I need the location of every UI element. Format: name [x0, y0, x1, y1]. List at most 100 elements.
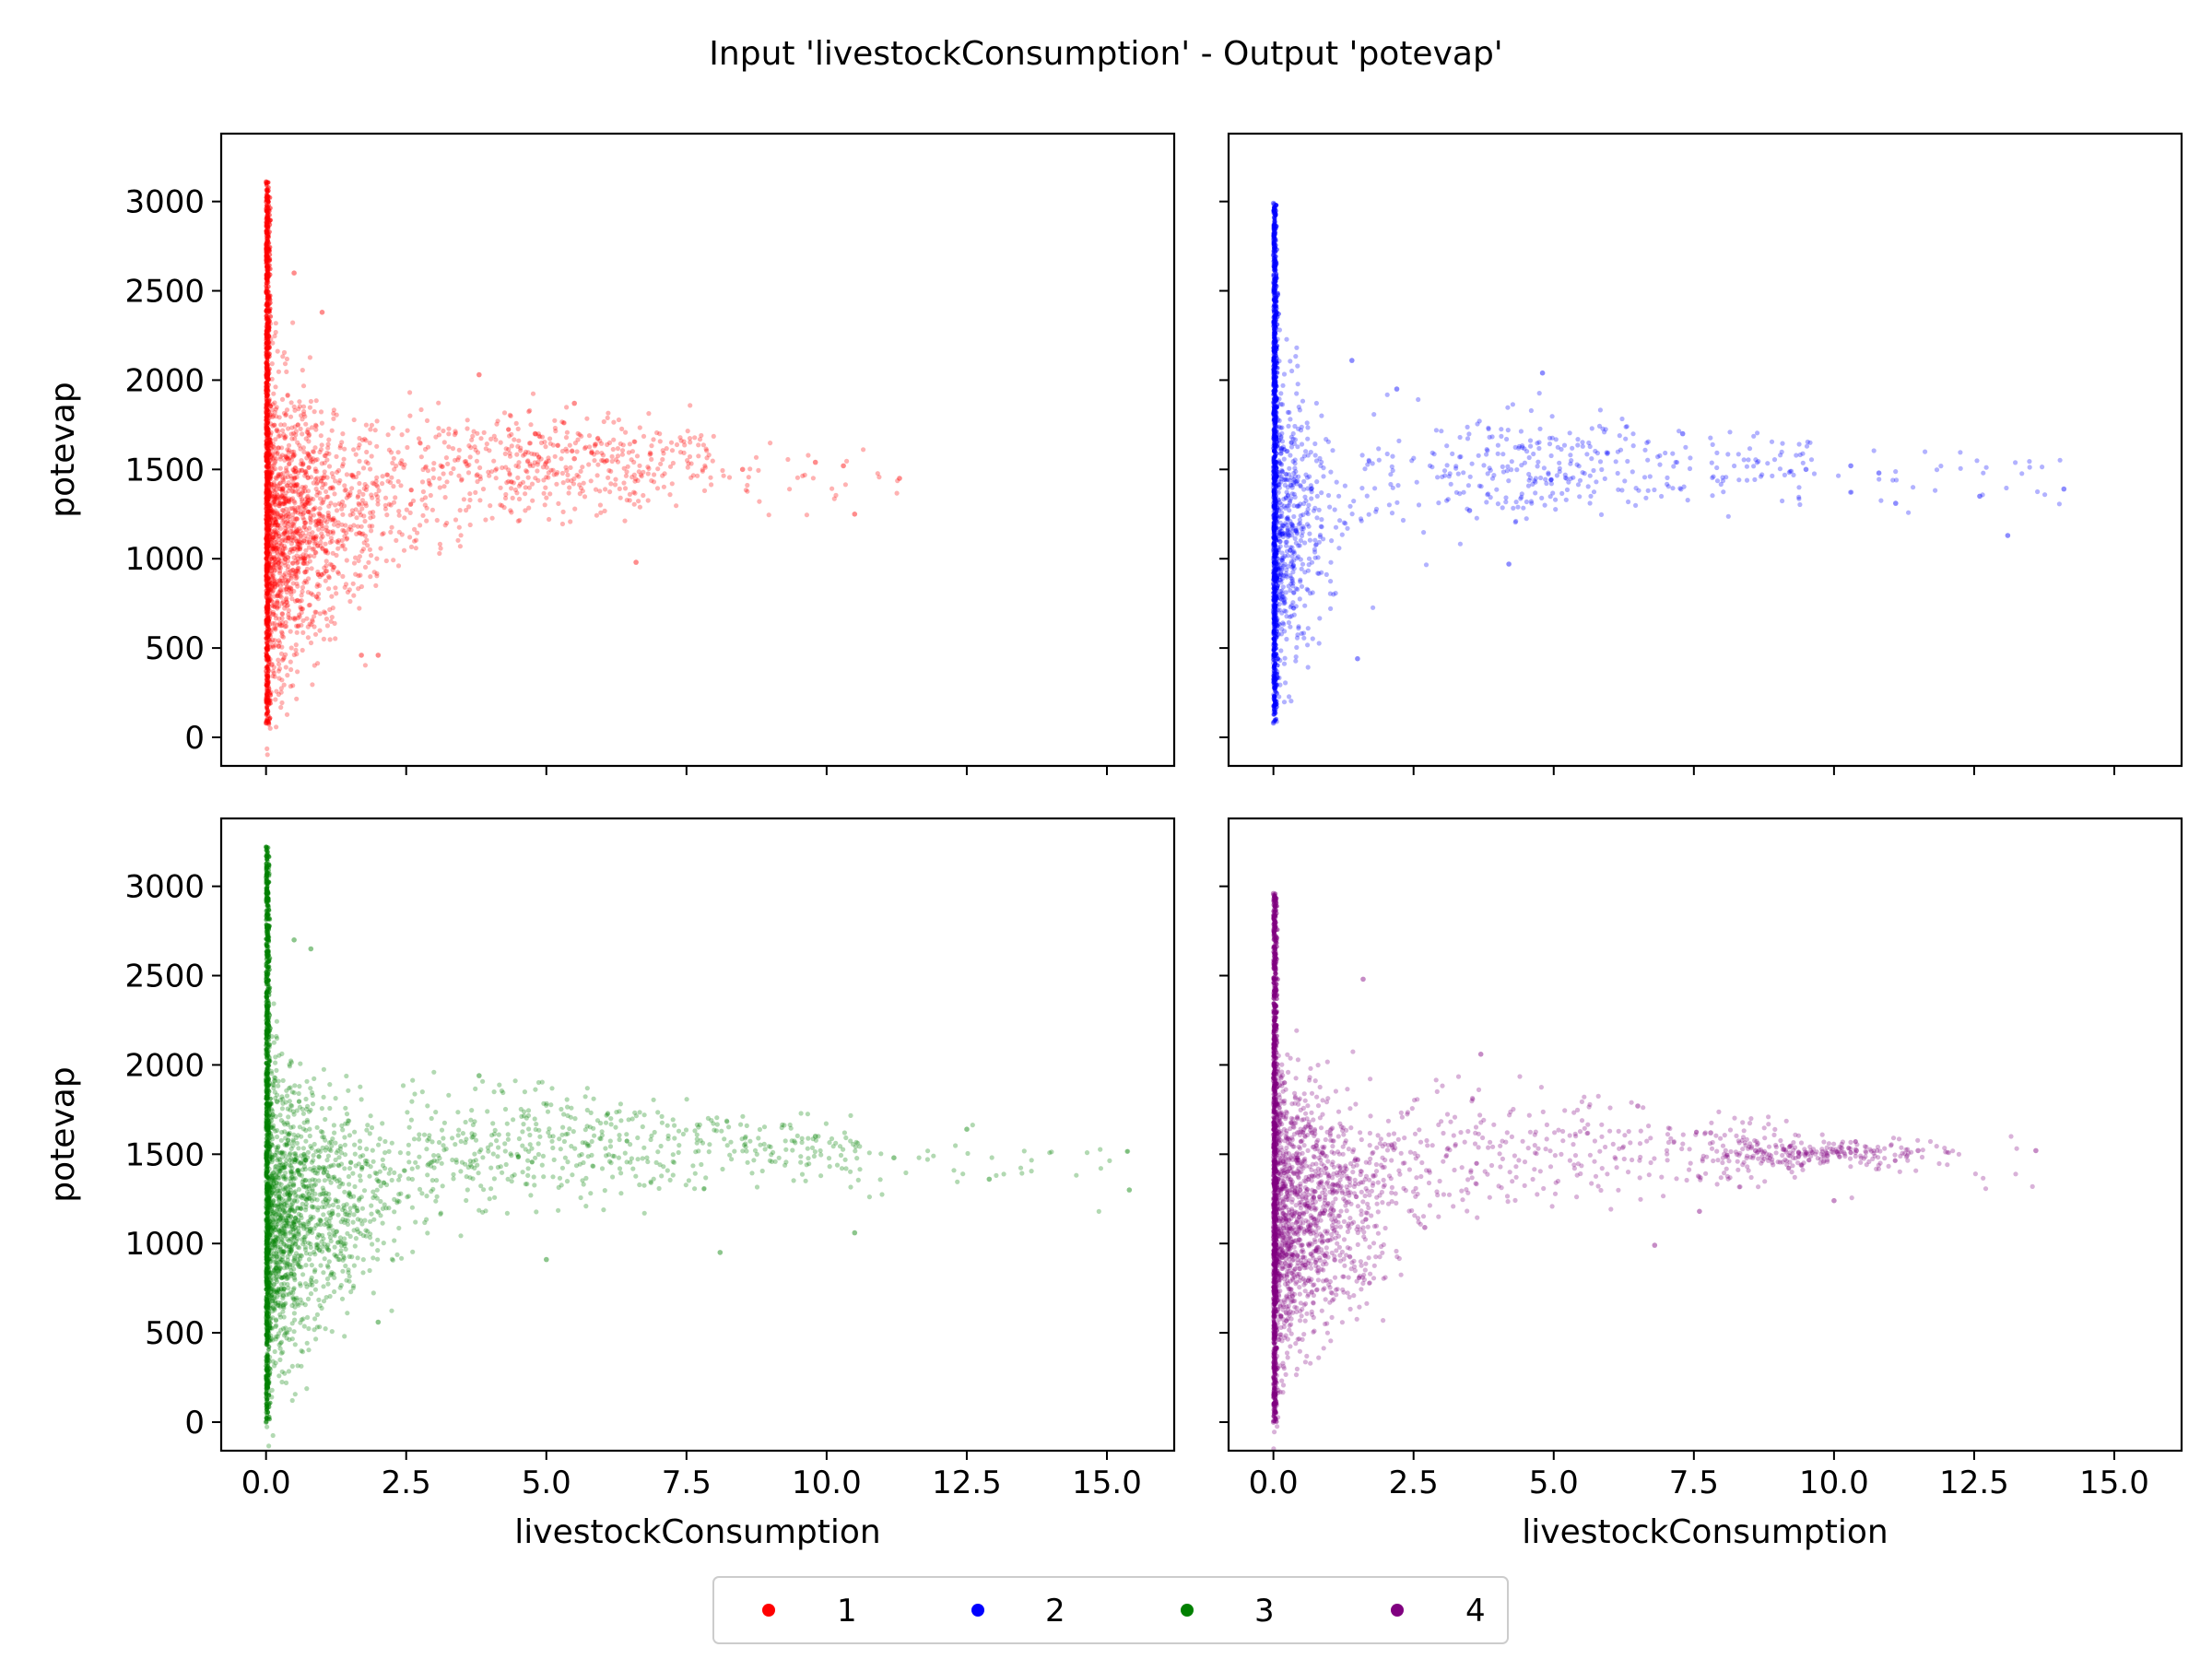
scatter-point: [560, 509, 566, 515]
scatter-point: [1430, 450, 1435, 455]
scatter-point: [745, 488, 750, 494]
scatter-point: [641, 469, 646, 475]
scatter-point: [402, 515, 407, 521]
scatter-point: [1314, 515, 1320, 521]
scatter-point: [1674, 460, 1680, 465]
scatter-point: [555, 469, 560, 476]
scatter-point: [1441, 468, 1448, 474]
scatter-point: [646, 411, 652, 417]
scatter-point: [326, 503, 332, 509]
scatter-point: [567, 485, 572, 490]
scatter-point: [1577, 477, 1583, 483]
scatter-point: [1569, 458, 1574, 464]
scatter-point: [267, 212, 272, 218]
scatter-point: [546, 475, 551, 480]
scatter-point: [465, 418, 470, 423]
scatter-point: [264, 492, 269, 498]
scatter-point: [1328, 469, 1334, 475]
scatter-point: [1288, 444, 1295, 450]
scatter-point: [384, 512, 390, 518]
scatter-point: [1746, 457, 1751, 463]
scatter-point: [351, 560, 358, 566]
scatter-point: [297, 399, 302, 405]
scatter-point: [318, 433, 324, 439]
scatter-point: [327, 539, 333, 546]
scatter-point: [674, 503, 679, 509]
scatter-point: [456, 447, 462, 453]
scatter-point: [1544, 480, 1549, 487]
scatter-point: [1553, 507, 1559, 512]
scatter-point: [607, 489, 613, 495]
scatter-point: [1934, 467, 1940, 473]
scatter-point: [1277, 458, 1282, 464]
scatter-point: [270, 583, 276, 589]
scatter-point: [523, 508, 528, 513]
scatter-point: [1366, 512, 1371, 517]
scatter-point: [1272, 436, 1277, 441]
scatter-point: [273, 321, 278, 326]
scatter-point: [294, 623, 300, 629]
scatter-point: [1977, 493, 1983, 500]
scatter-point: [315, 479, 321, 486]
scatter-point: [441, 471, 446, 477]
scatter-point: [1442, 473, 1448, 478]
scatter-point: [1626, 499, 1631, 505]
scatter-point: [265, 684, 271, 689]
scatter-point: [434, 517, 440, 524]
scatter-point: [660, 473, 665, 478]
scatter-point: [1288, 359, 1293, 364]
scatter-point: [1349, 358, 1355, 363]
scatter-point: [343, 487, 348, 493]
scatter-point: [340, 573, 346, 580]
scatter-point: [1548, 477, 1554, 483]
scatter-point: [1796, 441, 1802, 447]
scatter-point: [1286, 423, 1291, 429]
scatter-point: [2040, 465, 2045, 470]
scatter-point: [1652, 487, 1657, 493]
scatter-point: [1307, 537, 1312, 543]
scatter-point: [1312, 505, 1318, 511]
scatter-point: [288, 659, 293, 665]
scatter-point: [422, 502, 428, 508]
scatter-point: [264, 442, 269, 448]
scatter-point: [696, 453, 701, 459]
scatter-point: [326, 574, 332, 580]
scatter-point: [315, 489, 321, 495]
scatter-point: [1273, 582, 1278, 587]
scatter-point: [284, 585, 289, 592]
scatter-point: [1328, 579, 1334, 584]
scatter-point: [302, 533, 308, 539]
scatter-point: [1803, 466, 1809, 473]
scatter-point: [1714, 465, 1720, 471]
scatter-point: [321, 514, 326, 520]
scatter-point: [636, 469, 641, 475]
scatter-point: [473, 447, 478, 453]
scatter-point: [264, 427, 269, 432]
scatter-point: [428, 492, 433, 499]
scatter-point: [399, 532, 405, 537]
scatter-point: [298, 426, 303, 431]
scatter-point: [511, 480, 516, 486]
scatter-point: [264, 453, 269, 459]
scatter-point: [356, 445, 361, 451]
scatter-point: [278, 686, 284, 691]
scatter-point: [645, 471, 651, 477]
scatter-point: [329, 594, 335, 599]
scatter-point: [1276, 417, 1281, 422]
scatter-point: [374, 418, 380, 424]
scatter-point: [457, 544, 463, 549]
scatter-point: [654, 486, 661, 491]
scatter-point: [613, 477, 618, 482]
scatter-point: [625, 464, 630, 469]
scatter-point: [276, 415, 282, 420]
scatter-point: [768, 441, 773, 446]
scatter-point: [1288, 624, 1293, 629]
scatter-point: [312, 422, 319, 428]
scatter-point: [1568, 453, 1573, 458]
scatter-points: [263, 179, 902, 758]
scatter-point: [1679, 430, 1686, 437]
scatter-point: [264, 290, 269, 296]
y-tick-label: 2500: [124, 274, 205, 311]
scatter-point: [1376, 446, 1382, 452]
scatter-point: [284, 623, 289, 629]
